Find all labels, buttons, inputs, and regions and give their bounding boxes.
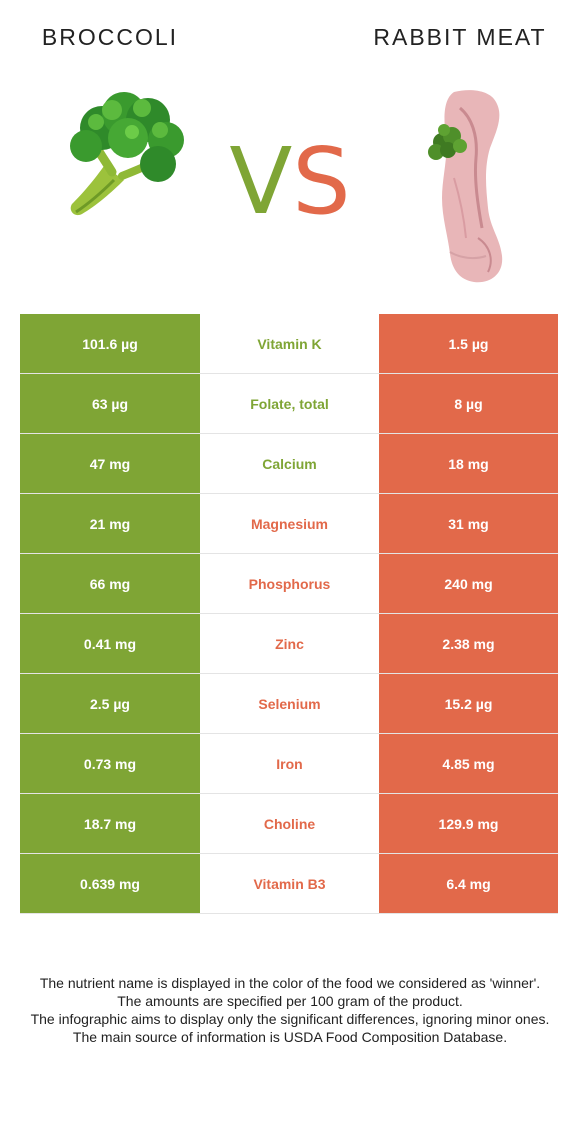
rabbit-meat-value: 1.5 µg <box>379 314 558 373</box>
nutrient-name: Magnesium <box>200 494 379 553</box>
broccoli-value: 66 mg <box>20 554 200 613</box>
nutrient-name: Iron <box>200 734 379 793</box>
nutrient-row: 47 mg Calcium 18 mg <box>20 434 558 494</box>
footnote-line-3: The infographic aims to display only the… <box>30 1011 550 1027</box>
footnote-line-2: The amounts are specified per 100 gram o… <box>117 993 463 1009</box>
footnote-line-4: The main source of information is USDA F… <box>72 1029 508 1045</box>
broccoli-value: 0.41 mg <box>20 614 200 673</box>
nutrient-comparison-table: 101.6 µg Vitamin K 1.5 µg 63 µg Folate, tota… <box>20 314 558 914</box>
nutrient-name: Choline <box>200 794 379 853</box>
nutrient-name: Vitamin K <box>200 314 379 373</box>
broccoli-value: 2.5 µg <box>20 674 200 733</box>
vs-label: VS <box>222 132 358 232</box>
nutrient-name: Zinc <box>200 614 379 673</box>
rabbit-meat-value: 8 µg <box>379 374 558 433</box>
broccoli-value: 47 mg <box>20 434 200 493</box>
broccoli-value: 0.73 mg <box>20 734 200 793</box>
broccoli-image <box>70 92 184 216</box>
nutrient-row: 66 mg Phosphorus 240 mg <box>20 554 558 614</box>
nutrient-row: 0.639 mg Vitamin B3 6.4 mg <box>20 854 558 914</box>
broccoli-value: 0.639 mg <box>20 854 200 913</box>
broccoli-value: 101.6 µg <box>20 314 200 373</box>
nutrient-name: Folate, total <box>200 374 379 433</box>
vs-s-letter: S <box>292 128 351 235</box>
nutrient-name: Vitamin B3 <box>200 854 379 913</box>
broccoli-value: 63 µg <box>20 374 200 433</box>
rabbit-meat-image <box>428 90 503 283</box>
footnote: The nutrient name is displayed in the co… <box>20 974 560 1046</box>
nutrient-row: 0.41 mg Zinc 2.38 mg <box>20 614 558 674</box>
rabbit-meat-value: 15.2 µg <box>379 674 558 733</box>
rabbit-meat-value: 2.38 mg <box>379 614 558 673</box>
broccoli-title: BROCCOLI <box>41 24 179 50</box>
rabbit-meat-value: 6.4 mg <box>379 854 558 913</box>
footnote-line-1: The nutrient name is displayed in the co… <box>39 975 541 991</box>
nutrient-row: 101.6 µg Vitamin K 1.5 µg <box>20 314 558 374</box>
rabbit-meat-value: 129.9 mg <box>379 794 558 853</box>
rabbit-meat-title: RABBIT MEAT <box>373 24 547 50</box>
rabbit-meat-value: 18 mg <box>379 434 558 493</box>
rabbit-meat-value: 4.85 mg <box>379 734 558 793</box>
nutrient-row: 2.5 µg Selenium 15.2 µg <box>20 674 558 734</box>
nutrient-name: Phosphorus <box>200 554 379 613</box>
nutrient-name: Selenium <box>200 674 379 733</box>
nutrient-row: 18.7 mg Choline 129.9 mg <box>20 794 558 854</box>
nutrient-row: 0.73 mg Iron 4.85 mg <box>20 734 558 794</box>
nutrient-row: 63 µg Folate, total 8 µg <box>20 374 558 434</box>
nutrient-name: Calcium <box>200 434 379 493</box>
nutrient-row: 21 mg Magnesium 31 mg <box>20 494 558 554</box>
broccoli-value: 18.7 mg <box>20 794 200 853</box>
broccoli-value: 21 mg <box>20 494 200 553</box>
vs-v-letter: V <box>229 128 293 235</box>
rabbit-meat-value: 31 mg <box>379 494 558 553</box>
rabbit-meat-value: 240 mg <box>379 554 558 613</box>
